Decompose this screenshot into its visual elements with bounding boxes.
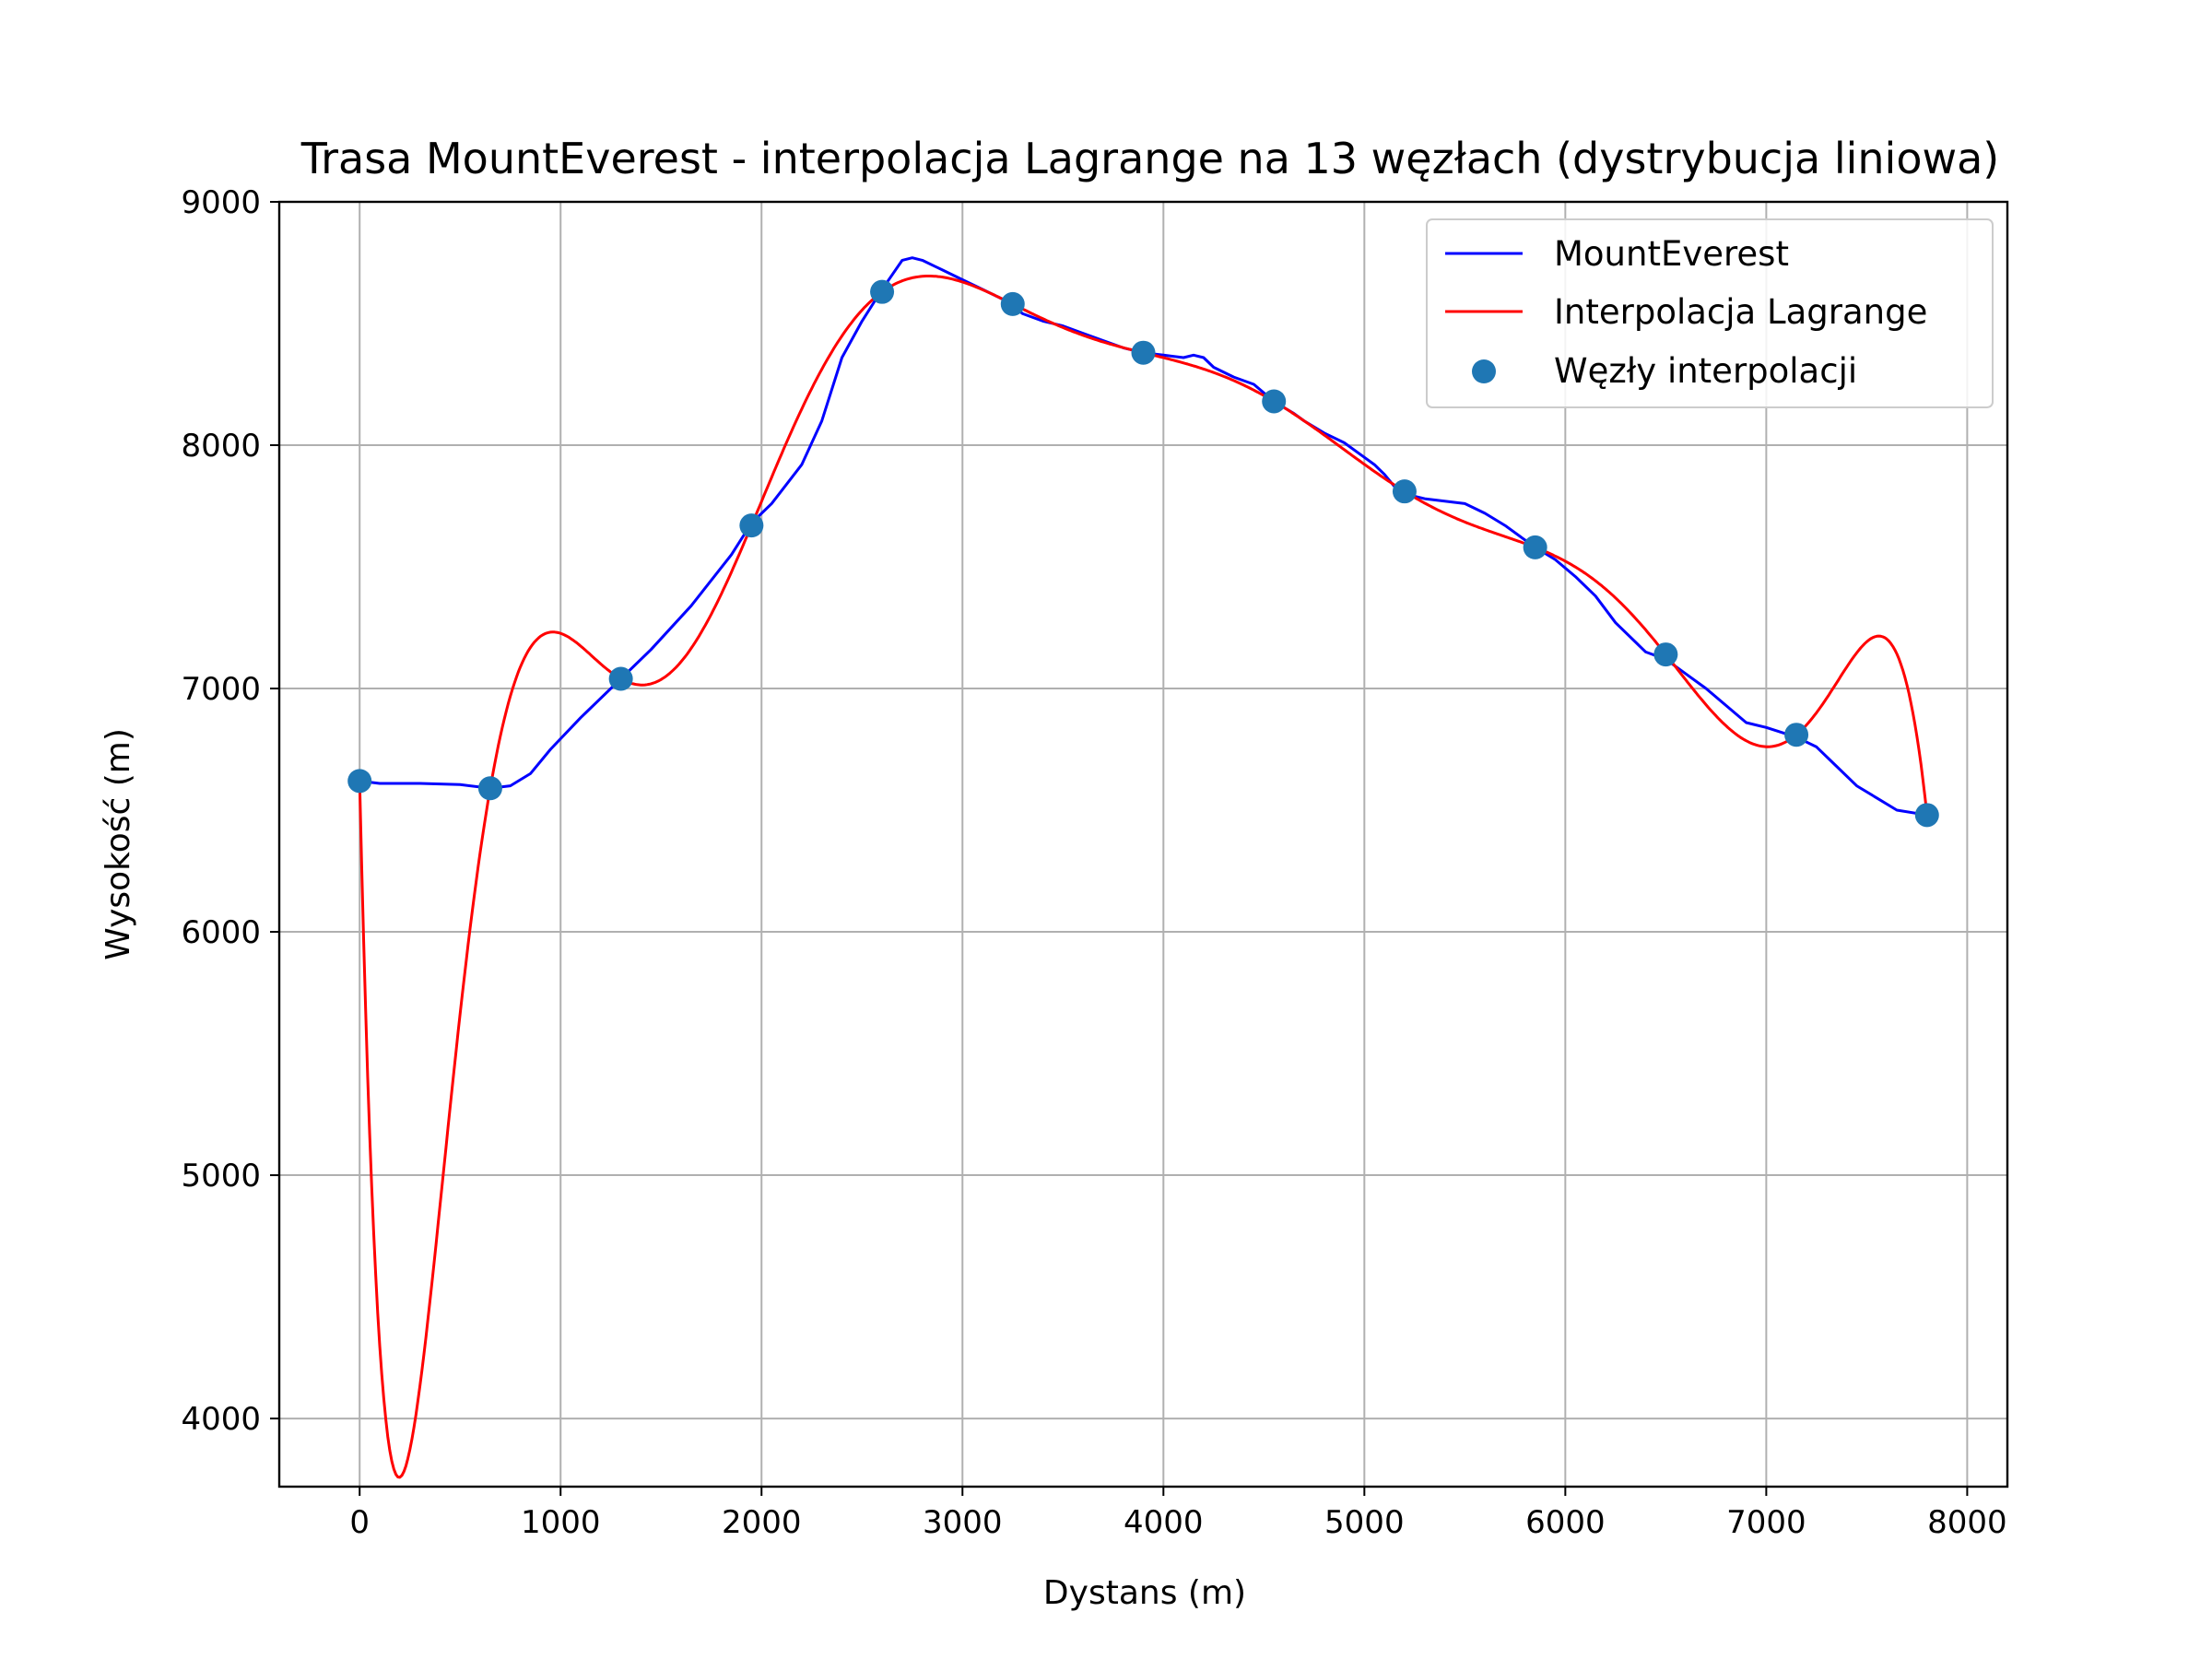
y-tick-label: 7000 xyxy=(181,671,261,708)
legend-label-mounteverest: MountEverest xyxy=(1554,234,1789,274)
interpolation-node-point xyxy=(1523,535,1547,559)
x-tick-label: 0 xyxy=(349,1504,370,1541)
x-tick-label: 8000 xyxy=(1927,1504,2007,1541)
interpolation-node-point xyxy=(1131,340,1156,365)
y-tick-label: 9000 xyxy=(181,184,261,221)
x-axis-label: Dystans (m) xyxy=(1043,1574,1246,1612)
interpolation-node-point xyxy=(1914,803,1939,828)
y-tick-label: 4000 xyxy=(181,1401,261,1438)
interpolation-node-point xyxy=(477,776,502,801)
interpolation-node-point xyxy=(608,666,633,691)
y-tick-label: 6000 xyxy=(181,914,261,951)
x-tick-label: 1000 xyxy=(521,1504,601,1541)
x-tick-label: 3000 xyxy=(923,1504,1003,1541)
ticks: 0 1000 2000 3000 4000 5000 6000 7000 8000 4000 500… xyxy=(181,184,2006,1541)
legend: MountEverest Interpolacja Lagrange Węzły… xyxy=(1426,218,1994,408)
y-tick-label: 8000 xyxy=(181,428,261,465)
interpolation-node-point xyxy=(870,279,895,304)
interpolation-node-point xyxy=(347,769,372,794)
legend-box xyxy=(1426,218,1994,408)
axes-frame xyxy=(277,200,2009,1488)
interpolation-node-point xyxy=(1784,723,1809,747)
x-tick-label: 2000 xyxy=(722,1504,802,1541)
legend-label-lagrange: Interpolacja Lagrange xyxy=(1554,292,1927,332)
chart-title: Trasa MountEverest - interpolacja Lagran… xyxy=(300,134,1999,183)
y-axis-label: Wysokość (m) xyxy=(100,728,137,960)
interpolation-node-point xyxy=(1262,389,1287,414)
x-tick-label: 6000 xyxy=(1525,1504,1606,1541)
legend-label-nodes: Węzły interpolacji xyxy=(1554,351,1857,391)
interpolation-node-point xyxy=(1000,291,1025,316)
interpolation-node-point xyxy=(1653,642,1678,667)
x-tick-label: 5000 xyxy=(1324,1504,1405,1541)
x-tick-label: 7000 xyxy=(1726,1504,1806,1541)
interpolation-node-point xyxy=(1392,479,1417,504)
plot-area xyxy=(347,256,1939,1479)
x-tick-label: 4000 xyxy=(1124,1504,1204,1541)
legend-marker-nodes xyxy=(1472,359,1496,383)
y-tick-label: 5000 xyxy=(181,1158,261,1194)
interpolation-node-point xyxy=(739,513,764,538)
